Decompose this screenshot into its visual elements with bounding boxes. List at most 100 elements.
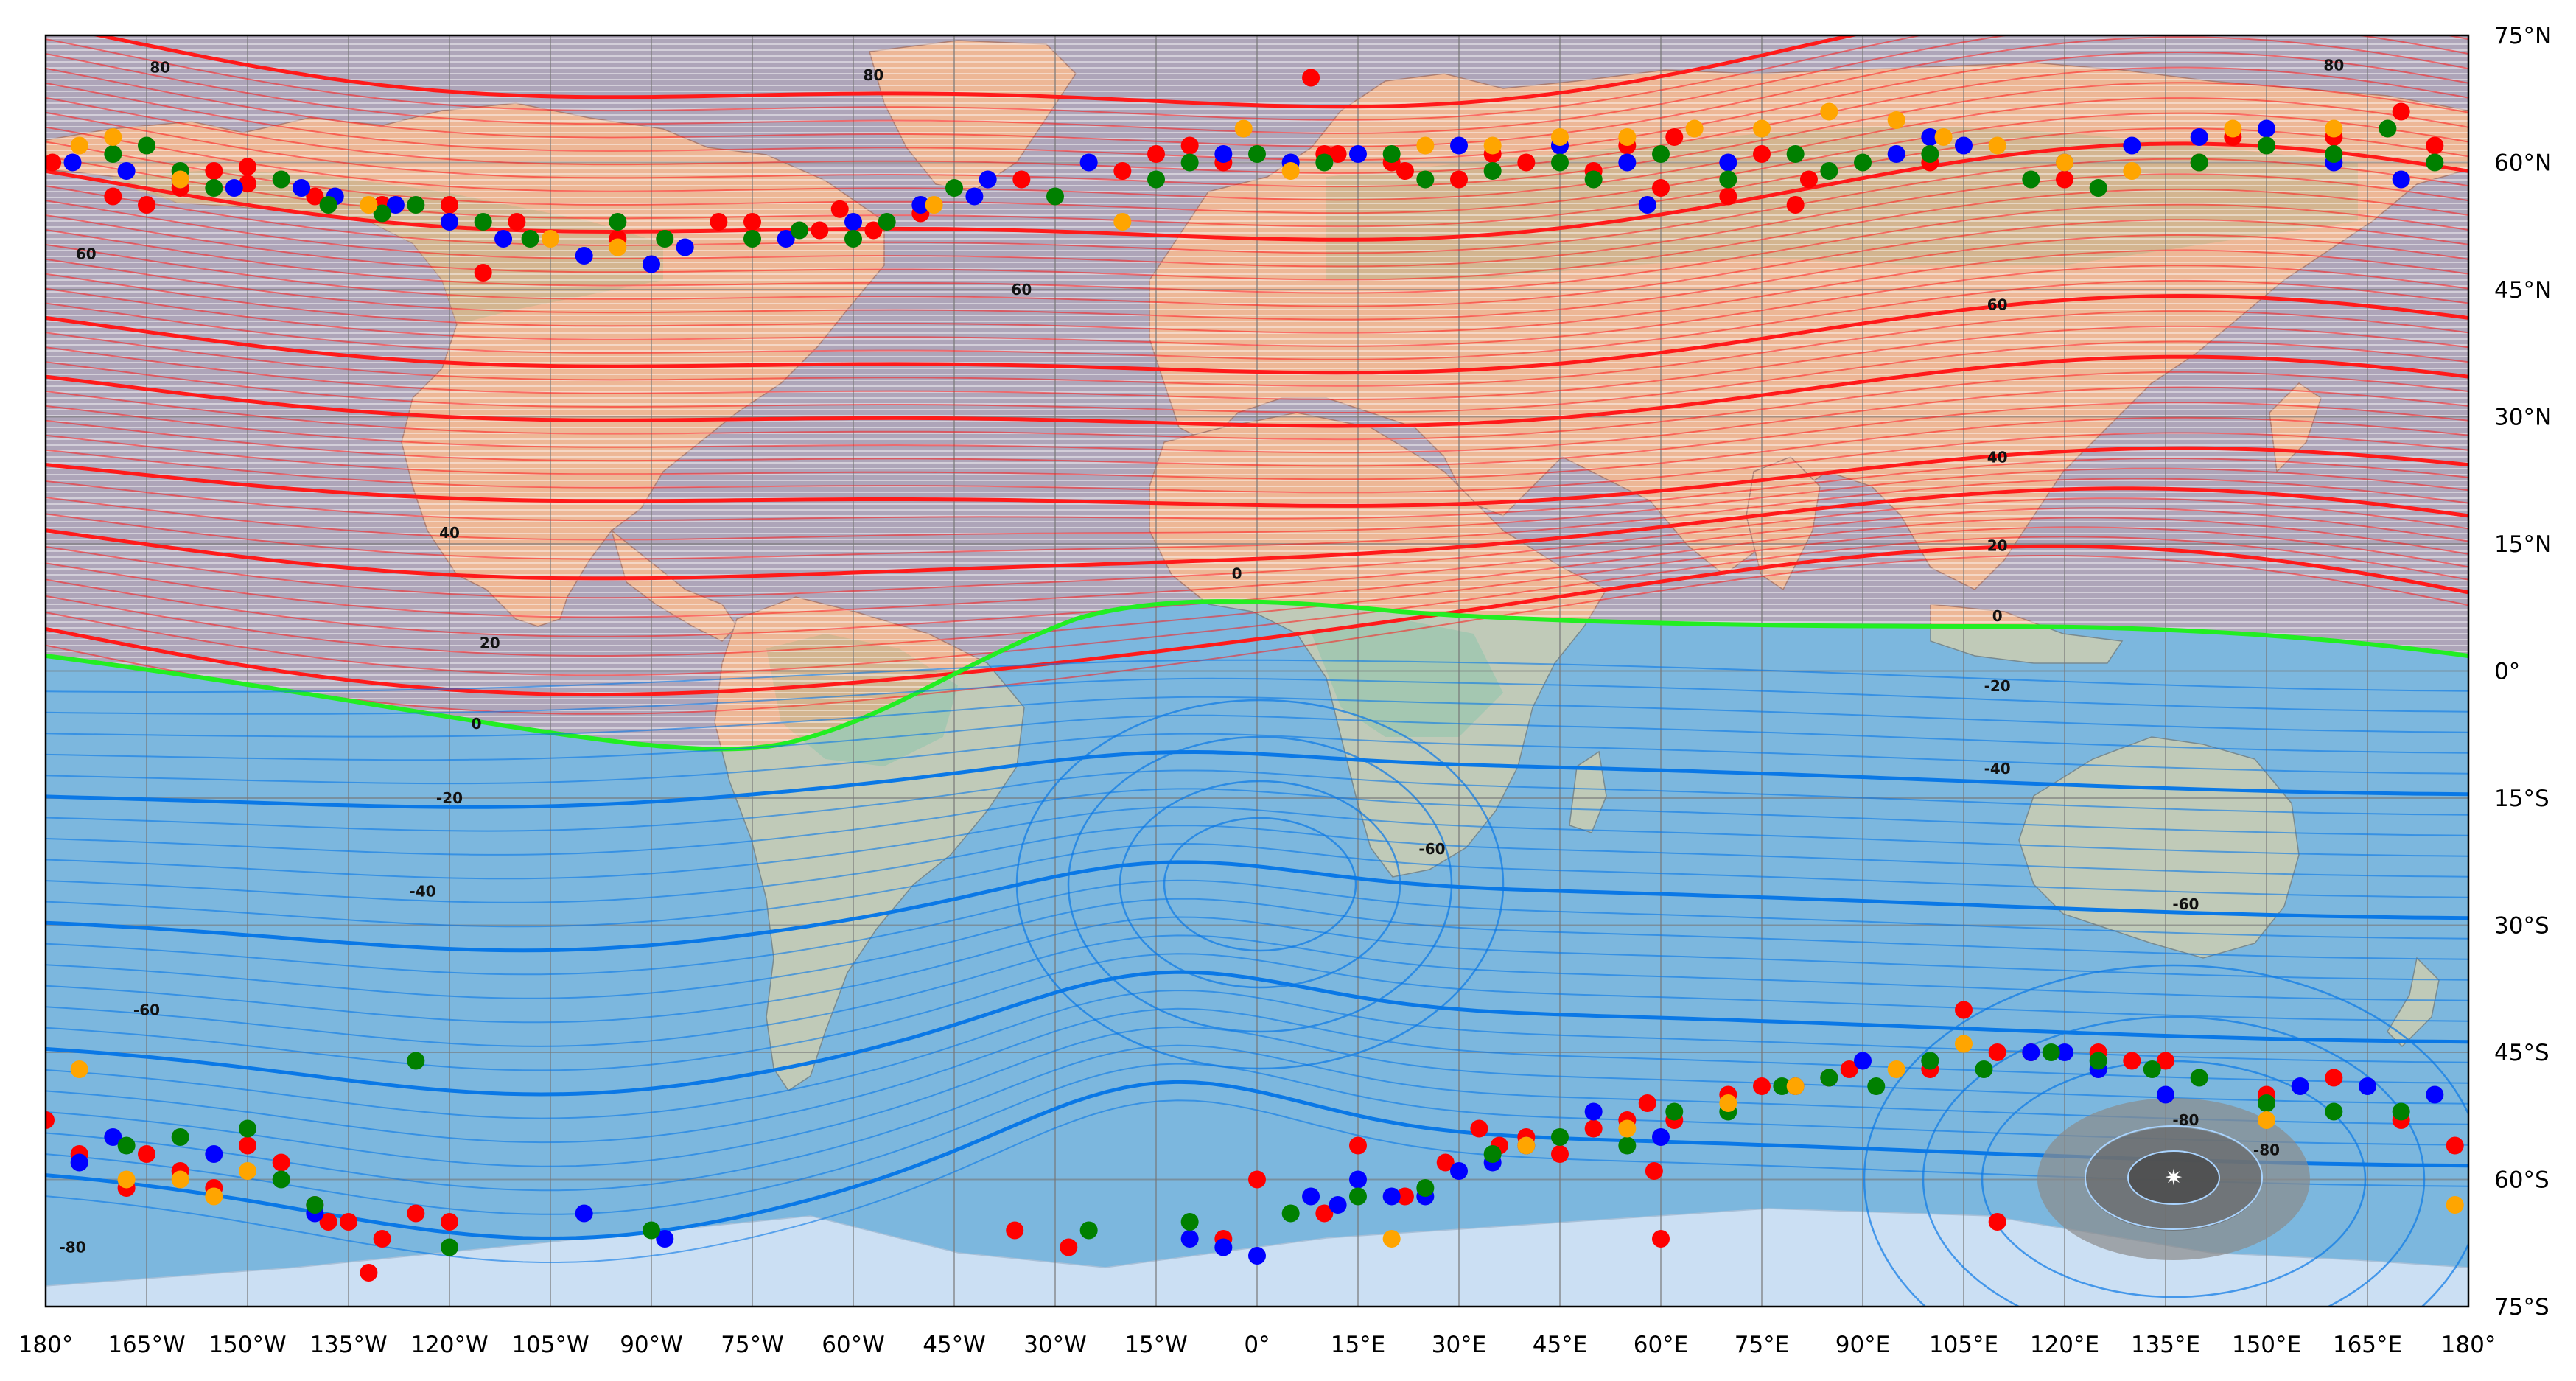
contour-label: 40 <box>439 524 460 542</box>
latitude-tick-label: 30°S <box>2494 913 2549 940</box>
positive-contour-line <box>46 354 2468 428</box>
green-station-dot <box>1786 145 1805 163</box>
green-station-dot <box>1551 1128 1569 1146</box>
orange-station-dot <box>360 196 378 214</box>
blue-station-dot <box>1450 136 1468 155</box>
blue-station-dot <box>2022 1043 2040 1061</box>
orange-station-dot <box>1955 1035 1973 1053</box>
blue-station-dot <box>643 255 660 273</box>
green-station-dot <box>272 1170 290 1189</box>
positive-contour-line <box>46 457 2468 522</box>
orange-station-dot <box>1786 1077 1805 1095</box>
positive-contour-line <box>46 371 2468 441</box>
red-station-dot <box>138 1145 155 1163</box>
red-station-dot <box>508 213 526 231</box>
contour-label: -40 <box>1984 760 2011 777</box>
red-station-dot <box>1012 170 1031 189</box>
longitude-tick-label: 45°W <box>923 1332 986 1358</box>
blue-station-dot <box>656 1230 674 1248</box>
blue-station-dot <box>777 230 795 248</box>
blue-station-dot <box>1329 1196 1347 1214</box>
orange-station-dot <box>1281 162 1300 180</box>
blue-station-dot <box>1382 1187 1401 1206</box>
contour-label: 20 <box>1987 536 2008 554</box>
green-station-dot <box>1854 153 1872 172</box>
red-station-dot <box>138 196 155 214</box>
longitude-tick-labels: 180° 165°W 150°W 135°W 120°W 105°W 90°W 75°W 60°… <box>18 1332 2496 1358</box>
red-station-dot <box>811 221 829 240</box>
latitude-tick-label: 15°N <box>2494 531 2552 558</box>
green-station-dot <box>1046 187 1064 206</box>
red-station-dot <box>1315 1204 1334 1223</box>
blue-station-dot <box>2426 1085 2444 1104</box>
longitude-tick-label: 30°W <box>1023 1332 1087 1358</box>
contour-label: -20 <box>1984 677 2011 695</box>
orange-station-dot <box>70 136 88 155</box>
longitude-tick-label: 60°E <box>1634 1332 1689 1358</box>
orange-station-dot <box>1416 136 1435 155</box>
positive-contour-line <box>46 340 2468 413</box>
positive-contour-line <box>46 219 2468 307</box>
green-station-dot <box>1416 170 1435 189</box>
green-station-dot <box>1180 1213 1199 1231</box>
orange-station-dot <box>1887 111 1905 129</box>
latitude-tick-label: 60°N <box>2494 150 2552 177</box>
red-station-dot <box>1517 153 1536 172</box>
contour-label: 80 <box>863 66 883 84</box>
negative-contour-line <box>46 714 2468 761</box>
blue-station-dot <box>205 1145 223 1163</box>
green-station-dot <box>1416 1179 1435 1197</box>
contour-label: -60 <box>2172 895 2199 913</box>
green-station-dot <box>743 230 761 248</box>
green-station-dot <box>441 1238 458 1256</box>
latitude-tick-labels: 75°N 60°N 45°N 30°N 15°N 0° 15°S 30°S 45°S 60°S 75… <box>2494 23 2552 1321</box>
red-station-dot <box>1719 187 1737 206</box>
red-station-dot <box>46 1111 55 1129</box>
orange-station-dot <box>1753 119 1771 138</box>
red-station-dot <box>1396 162 1414 180</box>
blue-station-dot <box>1079 153 1098 172</box>
blue-station-dot <box>2392 170 2410 189</box>
green-station-dot <box>1820 1069 1838 1087</box>
green-station-dot <box>407 1052 425 1070</box>
longitude-tick-label: 90°W <box>620 1332 683 1358</box>
green-station-dot <box>521 230 539 248</box>
blue-station-dot <box>965 187 984 206</box>
green-station-dot <box>2089 179 2107 197</box>
blue-station-dot <box>225 179 243 197</box>
blue-station-dot <box>1955 136 1973 155</box>
red-station-dot <box>743 213 761 231</box>
negative-contour-line <box>46 1044 2468 1192</box>
blue-station-dot <box>1349 1170 1367 1189</box>
orange-station-dot <box>1618 128 1637 146</box>
green-station-dot <box>306 1196 324 1214</box>
red-station-dot <box>1840 1060 1858 1078</box>
green-station-dot <box>1315 153 1334 172</box>
vegetation-central-africa <box>1312 619 1503 737</box>
red-station-dot <box>1665 128 1684 146</box>
longitude-tick-label: 105°E <box>1929 1332 1998 1358</box>
red-station-dot <box>104 187 122 206</box>
red-station-dot <box>474 264 492 282</box>
red-station-dot <box>1248 1170 1266 1189</box>
blue-station-dot <box>2123 136 2141 155</box>
latitude-tick-label: 45°N <box>2494 277 2552 304</box>
red-station-dot <box>1652 1230 1670 1248</box>
green-station-dot <box>2042 1043 2060 1061</box>
red-station-dot <box>1955 1001 1973 1019</box>
positive-contour-line <box>46 97 2468 201</box>
green-station-dot <box>2258 136 2275 155</box>
green-station-dot <box>1382 145 1401 163</box>
red-station-dot <box>2123 1052 2141 1070</box>
positive-contour-line <box>46 432 2468 494</box>
positive-contour-line <box>46 325 2468 401</box>
blue-station-dot <box>386 196 405 214</box>
positive-contour-line <box>46 188 2468 281</box>
positive-contour-line <box>46 517 2468 637</box>
longitude-tick-label: 165°E <box>2333 1332 2402 1358</box>
orange-station-dot <box>1934 128 1953 146</box>
blue-station-dot <box>2291 1077 2309 1095</box>
blue-station-dot <box>2157 1085 2174 1104</box>
red-station-dot <box>1786 196 1805 214</box>
positive-contour-line <box>46 234 2468 321</box>
